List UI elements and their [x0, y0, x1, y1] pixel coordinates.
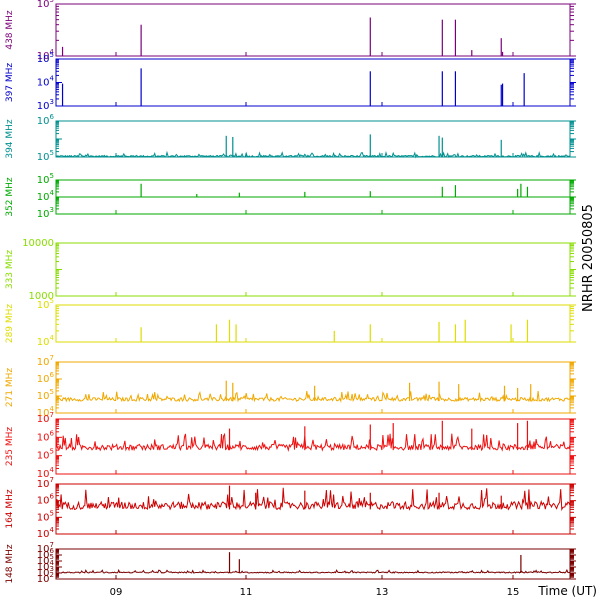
panel-frame: [55, 3, 571, 57]
x-tick-label: 15: [507, 587, 520, 598]
panel-394-mhz: 105 106 394 MHz: [5, 113, 576, 163]
y-tick-label: 105: [37, 172, 54, 186]
y-tick-label: 105: [37, 0, 54, 10]
y-tick-label: 106: [37, 371, 55, 385]
y-tick-label: 1000: [29, 291, 54, 302]
y-tick-label: 105: [37, 51, 54, 65]
panel-frame: [55, 548, 571, 580]
chart-title: NRHR 20050805: [581, 204, 596, 312]
panel-289-mhz: 104 105 289 MHz: [5, 297, 576, 348]
series-line: [55, 390, 571, 403]
y-tick-label: 106: [37, 429, 55, 443]
y-tick-label: 104: [37, 526, 55, 540]
panel-frame: [55, 304, 571, 343]
panel-352-mhz: 103 104 105 352 MHz: [5, 172, 576, 220]
frequency-label: 289 MHz: [5, 304, 15, 344]
y-tick-label: 107: [37, 476, 54, 490]
y-tick-label: 103: [37, 98, 54, 112]
frequency-label: 438 MHz: [5, 10, 15, 50]
frequency-label: 394 MHz: [5, 119, 15, 159]
frequency-label: 333 MHz: [5, 250, 15, 290]
y-tick-label: 10000: [22, 238, 54, 249]
y-tick-label: 106: [37, 493, 55, 507]
y-tick-label: 105: [37, 448, 54, 462]
panel-333-mhz: 1000 10000 333 MHz: [5, 238, 576, 302]
frequency-label: 148 MHz: [5, 544, 15, 584]
panel-397-mhz: 103 104 105 397 MHz: [5, 51, 576, 112]
x-tick-label: 09: [110, 587, 123, 598]
y-tick-label: 105: [37, 509, 54, 523]
frequency-label: 235 MHz: [5, 427, 15, 467]
series-line: [56, 150, 571, 159]
y-tick-label: 107: [37, 354, 54, 368]
series-line: [55, 487, 571, 512]
x-axis-label: Time (UT): [537, 584, 597, 598]
series-line: [55, 432, 571, 452]
series-line: [55, 568, 571, 574]
frequency-label: 352 MHz: [5, 177, 15, 217]
panel-frame: [55, 361, 571, 414]
panel-frame: [55, 58, 571, 107]
y-tick-label: 107: [37, 411, 54, 425]
x-tick-label: 13: [376, 587, 389, 598]
y-tick-label: 104: [37, 189, 55, 203]
x-tick-label: 11: [240, 587, 253, 598]
y-tick-label: 105: [37, 297, 54, 311]
frequency-label: 164 MHz: [5, 489, 15, 529]
y-tick-label: 104: [37, 75, 55, 89]
frequency-label: 271 MHz: [5, 368, 15, 408]
y-tick-label: 103: [37, 206, 54, 220]
y-tick-label: 105: [37, 149, 54, 163]
panel-164-mhz: 104 105 106 107 164 MHz: [5, 476, 576, 540]
y-tick-label: 106: [37, 113, 55, 127]
y-tick-label: 104: [37, 334, 55, 348]
frequency-label: 397 MHz: [5, 63, 15, 103]
y-tick-label: 105: [37, 388, 54, 402]
panel-frame: [55, 120, 571, 158]
panel-frame: [55, 242, 571, 297]
